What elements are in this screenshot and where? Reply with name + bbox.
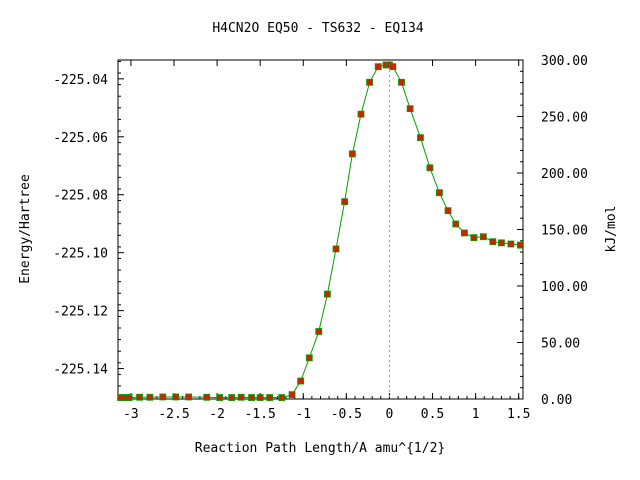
- data-point: [315, 328, 323, 335]
- plot-area: -3 -2.5 -2 -1.5 -1 -0.5 0 0.5 1 1.5 -225.04 -225.06…: [53, 54, 588, 422]
- data-point: [417, 134, 424, 142]
- y-tick-label: -225.10: [53, 247, 108, 262]
- data-point: [305, 354, 313, 362]
- plot-frame: [117, 59, 524, 400]
- x-tick-label: 1.5: [507, 407, 530, 422]
- data-point: [470, 234, 478, 242]
- data-point: [237, 393, 245, 401]
- data-point: [136, 393, 143, 401]
- data-point: [323, 290, 331, 298]
- data-point: [398, 78, 405, 86]
- x-tick-label: -0.5: [331, 407, 362, 422]
- data-point: [426, 164, 434, 172]
- data-point: [146, 393, 154, 401]
- y-tick-label: -225.08: [53, 189, 108, 204]
- data-point: [452, 220, 460, 228]
- data-point: [185, 393, 193, 401]
- data-point: [256, 394, 264, 401]
- data-point: [406, 105, 414, 113]
- data-point: [517, 241, 524, 249]
- x-tick-label: -2.5: [158, 407, 189, 422]
- y-tick-label: -225.04: [53, 73, 108, 88]
- y-tick-label: -225.12: [53, 305, 108, 320]
- y2-tick-label: 150.00: [541, 224, 588, 239]
- x-tick-label: 0: [386, 407, 394, 422]
- data-point: [288, 391, 296, 399]
- y2-tick-label: 250.00: [541, 111, 588, 126]
- data-point: [228, 394, 236, 401]
- data-point: [479, 233, 487, 241]
- series-line: [120, 64, 521, 399]
- y2-tick-label: 0.00: [541, 393, 572, 408]
- data-point: [444, 207, 452, 215]
- y-axis-title: Energy/Hartree: [18, 174, 33, 284]
- data-point: [436, 189, 443, 197]
- data-point: [278, 394, 286, 401]
- y2-tick-label: 200.00: [541, 167, 588, 182]
- data-point: [507, 240, 515, 248]
- y2-tick-label: 300.00: [541, 54, 588, 69]
- x-tick-label: 0.5: [421, 407, 444, 422]
- data-point: [216, 394, 224, 401]
- chart-title: H4CN2O EQ50 - TS632 - EQ134: [212, 21, 423, 36]
- y2-tick-label: 50.00: [541, 337, 580, 352]
- data-point: [172, 393, 180, 401]
- data-point: [341, 198, 349, 206]
- data-point: [366, 78, 374, 86]
- data-point: [389, 63, 397, 71]
- data-point: [159, 393, 167, 401]
- y2-tick-label: 100.00: [541, 280, 588, 295]
- x-tick-label: -1.5: [245, 407, 276, 422]
- y-tick-label: -225.14: [53, 363, 108, 378]
- x-tick-label: -2: [209, 407, 225, 422]
- data-point: [348, 150, 356, 158]
- data-point: [498, 239, 505, 247]
- y-tick-label: -225.06: [53, 131, 108, 146]
- data-point: [489, 238, 497, 246]
- data-point: [374, 63, 382, 71]
- data-point: [125, 394, 133, 401]
- data-point: [332, 245, 340, 253]
- data-point: [203, 393, 211, 401]
- x-tick-label: 1: [472, 407, 480, 422]
- x-tick-label: -3: [123, 407, 139, 422]
- data-point: [266, 394, 274, 401]
- data-point: [461, 229, 468, 237]
- data-point: [248, 394, 255, 401]
- y2-axis-title: kJ/mol: [604, 206, 619, 253]
- x-tick-label: -1: [295, 407, 311, 422]
- data-point: [297, 377, 305, 385]
- x-axis-title: Reaction Path Length/A amu^{1/2}: [195, 441, 445, 456]
- data-point: [357, 110, 365, 118]
